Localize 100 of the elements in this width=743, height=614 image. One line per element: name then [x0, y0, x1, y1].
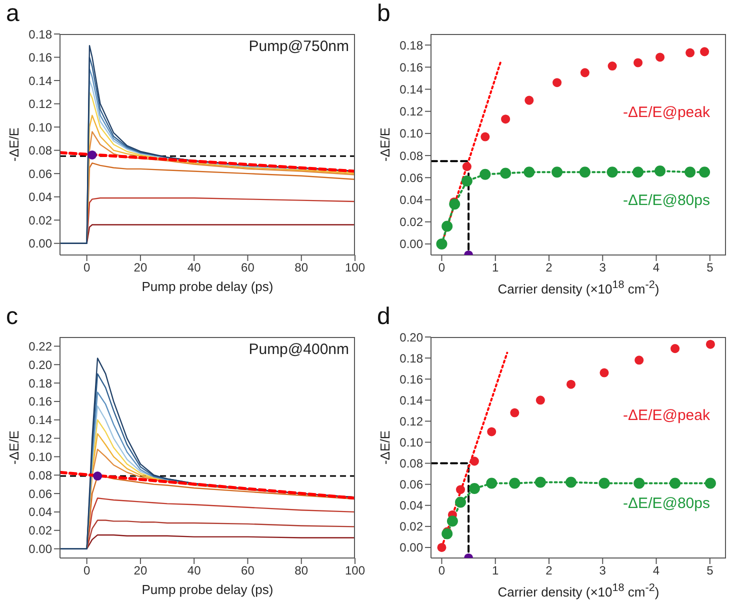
x-tick-label: 100 [344, 564, 366, 578]
y-tick-label: 0.02 [28, 213, 52, 228]
point [487, 427, 496, 436]
point [524, 96, 534, 105]
point [510, 408, 520, 418]
y-axis-title: -ΔE/E [6, 430, 22, 464]
y-tick-label: 0.22 [28, 339, 52, 354]
point [684, 166, 696, 178]
point [468, 483, 480, 494]
y-tick-label: 0.16 [28, 394, 52, 409]
point [634, 478, 645, 489]
point [579, 166, 590, 178]
x-axis-title: Pump probe delay (ps) [140, 582, 274, 597]
point [632, 166, 644, 178]
point [480, 168, 491, 180]
y-tick-label: 0.12 [28, 97, 52, 112]
x-tick-label: 20 [134, 260, 148, 275]
point [461, 175, 472, 186]
y-tick-label: 0.04 [400, 193, 424, 208]
y-tick-label: 0.04 [28, 505, 52, 520]
y-tick-label: 0.14 [400, 393, 424, 408]
y-tick-label: 0.10 [28, 120, 52, 134]
y-tick-label: 0.08 [400, 148, 424, 163]
point [566, 380, 576, 389]
point [436, 238, 448, 250]
point [600, 368, 609, 378]
x-tick-label: 2 [546, 260, 553, 275]
y-tick-label: 0.02 [28, 524, 52, 538]
y-tick-label: 0.18 [28, 376, 52, 390]
x-tick-label: 100 [344, 260, 366, 275]
y-tick-label: 0.14 [400, 82, 424, 97]
x-tick-label: 4 [652, 260, 660, 275]
point [486, 478, 498, 489]
y-tick-label: 0.06 [28, 486, 52, 501]
x-tick-label: 80 [294, 564, 308, 578]
x-tick-label: 60 [241, 260, 255, 275]
y-tick-label: 0.08 [28, 144, 52, 158]
y-tick-label: 0.12 [400, 104, 424, 119]
y-tick-label: 0.20 [28, 358, 52, 372]
point [462, 162, 472, 172]
y-tick-label: 0.06 [28, 166, 52, 181]
point [700, 47, 710, 56]
annotation: Pump@750nm [248, 38, 349, 55]
x-tick-label: 20 [134, 564, 148, 578]
y-tick-label: 0.02 [400, 215, 424, 230]
series-label: -ΔE/E@80ps [623, 494, 710, 512]
point [634, 58, 643, 68]
x-tick-label: 3 [599, 564, 606, 578]
y-axis-title: -ΔE/E [6, 127, 22, 162]
y-tick-label: 0.18 [400, 38, 424, 52]
y-tick-label: 0.10 [28, 450, 52, 464]
point [598, 478, 610, 489]
x-tick-label: 60 [241, 564, 255, 578]
y-tick-label: 0.00 [28, 542, 52, 556]
y-tick-label: 0.18 [400, 351, 424, 366]
y-tick-label: 0.10 [400, 126, 424, 141]
y-tick-label: 0.14 [28, 413, 52, 428]
point [654, 166, 666, 177]
text: -ΔE/E@peak [623, 406, 710, 424]
y-tick-label: 0.20 [400, 330, 424, 344]
chart-title: d [377, 303, 390, 331]
point [656, 52, 665, 62]
x-tick-label: 2 [546, 564, 553, 578]
y-tick-label: 0.16 [28, 50, 52, 65]
y-tick-label: 0.04 [400, 498, 424, 513]
x-tick-label: 0 [83, 564, 90, 578]
point [634, 356, 644, 365]
text: -ΔE/E@peak [623, 104, 710, 121]
point [536, 396, 545, 405]
y-tick-label: 0.16 [400, 60, 424, 74]
point [699, 166, 710, 178]
x-tick-label: 0 [438, 260, 446, 275]
point [524, 166, 535, 178]
x-tick-label: 3 [599, 260, 606, 275]
point [470, 456, 479, 466]
y-tick-label: 0.08 [400, 456, 424, 471]
chart-title: b [377, 0, 390, 28]
y-tick-label: 0.12 [28, 432, 52, 446]
y-tick-label: 0.00 [400, 237, 424, 252]
y-tick-label: 0.06 [400, 170, 424, 185]
y-tick-label: 0.00 [28, 236, 52, 251]
point [704, 478, 716, 489]
x-axis-title: Carrier density (×10$^{18}$ cm$^{-2}$) [496, 582, 660, 600]
point [501, 114, 510, 124]
point [565, 476, 576, 488]
point [442, 220, 453, 232]
point [480, 132, 490, 142]
y-tick-label: 0.06 [400, 478, 424, 492]
annotation: Pump@400nm [248, 341, 349, 358]
point [437, 542, 446, 552]
y-tick-label: 0.14 [28, 74, 52, 88]
y-tick-label: 0.18 [28, 27, 52, 42]
x-tick-label: 5 [706, 260, 714, 275]
point [552, 166, 563, 178]
point [606, 166, 618, 178]
point [552, 78, 562, 88]
point [608, 62, 617, 71]
point [455, 496, 466, 508]
y-tick-label: 0.12 [400, 414, 424, 428]
point [706, 340, 715, 349]
